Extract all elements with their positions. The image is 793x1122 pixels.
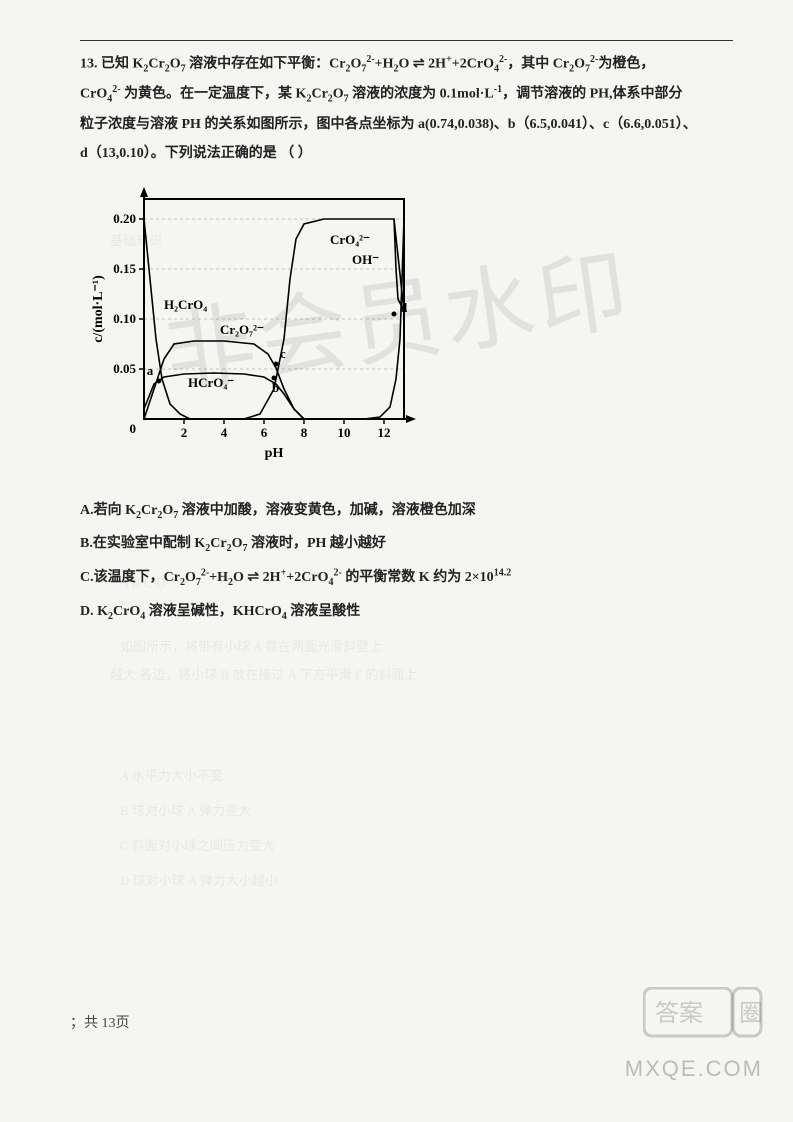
svg-text:H₂CrO₄: H₂CrO₄ xyxy=(164,297,207,312)
q-txt: +H xyxy=(375,57,394,72)
q-txt: ，其中 Cr xyxy=(507,57,569,72)
svg-text:HCrO₄⁻: HCrO₄⁻ xyxy=(188,375,234,390)
q-txt: 为橙色， xyxy=(598,57,654,72)
q-txt: 4 xyxy=(494,63,499,74)
opt-txt: 2- xyxy=(201,568,209,579)
opt-txt: O ⇌ 2H xyxy=(233,570,281,585)
svg-text:圈: 圈 xyxy=(739,1001,763,1027)
svg-text:0.10: 0.10 xyxy=(113,311,136,326)
site-text: MXQE.COM xyxy=(625,1056,763,1082)
ghost-text: A B C D xyxy=(120,575,165,591)
svg-text:a: a xyxy=(147,363,154,378)
opt-txt: O xyxy=(185,570,196,585)
q-txt: 4 xyxy=(107,94,112,105)
q-txt: 溶液的浓度为 0.1mol·L xyxy=(349,87,494,102)
ghost-text: C 斜面对小球之间压力变大 xyxy=(120,835,275,854)
svg-text:Cr₂O₇²⁻: Cr₂O₇²⁻ xyxy=(220,322,264,337)
svg-text:4: 4 xyxy=(221,425,228,440)
q-txt: Cr xyxy=(311,87,327,102)
opt-txt: Cr xyxy=(141,503,157,518)
svg-text:pH: pH xyxy=(265,446,284,461)
opt-txt: 的平衡常数 K 约为 2×10 xyxy=(342,570,494,585)
q-txt: 为黄色。在一定温度下，某 K xyxy=(121,87,307,102)
question-block: 13. 已知 K2Cr2O7 溶液中存在如下平衡：Cr2O72-+H2O ⇌ 2… xyxy=(80,49,733,169)
options-block: A.若向 K2Cr2O7 溶液中加酸，溶液变黄色，加碱，溶液橙色加深 B.在实验… xyxy=(80,494,733,629)
q-txt: 溶液中存在如下平衡：Cr xyxy=(189,57,345,72)
opt-txt: +H xyxy=(209,570,228,585)
ghost-text: 越大 各边，将小球 B 放在接过 A 下方平滑 F 的斜面上 xyxy=(110,664,417,683)
svg-text:b: b xyxy=(272,380,279,395)
option-D: D. K2CrO4 溶液呈碱性，KHCrO4 溶液呈酸性 xyxy=(80,595,733,629)
svg-text:0: 0 xyxy=(130,421,137,436)
q-txt: 2- xyxy=(112,84,120,95)
svg-text:12: 12 xyxy=(378,425,391,440)
opt-txt: 溶液呈碱性，KHCrO xyxy=(145,604,282,619)
top-rule xyxy=(80,40,733,41)
opt-txt: 溶液时，PH 越小越好 xyxy=(247,536,385,551)
q-txt: 7 xyxy=(181,63,186,74)
ghost-text: A 水平力大小不变 xyxy=(120,765,223,784)
opt-txt: 2- xyxy=(333,568,341,579)
q-txt: 2- xyxy=(366,54,374,65)
q-txt: +2CrO xyxy=(452,57,494,72)
svg-text:10: 10 xyxy=(338,425,351,440)
concentration-ph-chart: 2 4 6 8 10 12 0.05 0.10 0.15 0.20 0 pH c/(mol·L⁻¹) H₂… xyxy=(84,179,424,469)
q-txt: O ⇌ 2H xyxy=(399,57,447,72)
svg-text:CrO₄²⁻: CrO₄²⁻ xyxy=(330,232,370,247)
svg-text:8: 8 xyxy=(301,425,308,440)
opt-txt: A.若向 K xyxy=(80,503,136,518)
chart-container: 2 4 6 8 10 12 0.05 0.10 0.15 0.20 0 pH c/(mol·L⁻¹) H₂… xyxy=(84,179,733,474)
ghost-text: B 球对小球 A 弹力变大 xyxy=(120,800,251,819)
q-number: 13. xyxy=(80,57,98,72)
opt-txt: 溶液中加酸，溶液变黄色，加碱，溶液橙色加深 xyxy=(178,503,476,518)
q-txt: d（13,0.10）。下列说法正确的是 （ ） xyxy=(80,146,312,161)
svg-text:0.05: 0.05 xyxy=(113,361,136,376)
q-txt: 7 xyxy=(361,63,366,74)
opt-txt: CrO xyxy=(113,604,140,619)
ghost-text: D 球对小球 A 弹力大小越小 xyxy=(120,870,278,889)
ghost-text: 基础知识 xyxy=(110,230,162,249)
option-A: A.若向 K2Cr2O7 溶液中加酸，溶液变黄色，加碱，溶液橙色加深 xyxy=(80,494,733,528)
opt-txt: O xyxy=(162,503,173,518)
page-root: 13. 已知 K2Cr2O7 溶液中存在如下平衡：Cr2O72-+H2O ⇌ 2… xyxy=(0,0,793,629)
svg-text:2: 2 xyxy=(181,425,188,440)
q-txt: O xyxy=(574,57,585,72)
svg-text:答案: 答案 xyxy=(655,1000,703,1027)
q-txt: O xyxy=(350,57,361,72)
opt-txt: B.在实验室中配制 K xyxy=(80,536,205,551)
option-C: C.该温度下，Cr2O72-+H2O ⇌ 2H++2CrO42- 的平衡常数 K… xyxy=(80,561,733,595)
svg-text:0.20: 0.20 xyxy=(113,211,136,226)
q-txt: O xyxy=(170,57,181,72)
q-txt: 已知 K xyxy=(101,57,143,72)
opt-txt: D. K xyxy=(80,604,108,619)
q-txt: Cr xyxy=(148,57,164,72)
opt-txt: +2CrO xyxy=(286,570,328,585)
svg-text:c/(mol·L⁻¹): c/(mol·L⁻¹) xyxy=(91,275,106,343)
opt-txt: Cr xyxy=(210,536,226,551)
q-txt: CrO xyxy=(80,87,107,102)
q-txt: 7 xyxy=(585,63,590,74)
q-txt: ，调节溶液的 PH,体系中部分 xyxy=(502,87,682,102)
opt-txt: 溶液呈酸性 xyxy=(287,604,361,619)
option-B: B.在实验室中配制 K2Cr2O7 溶液时，PH 越小越好 xyxy=(80,527,733,561)
q-txt: -1 xyxy=(494,84,502,95)
opt-txt: O xyxy=(232,536,243,551)
ghost-text: 如图所示，将带有小球 A 靠在两面光滑斜壁上 xyxy=(120,636,382,655)
answer-logo: 答案 圈 xyxy=(643,987,763,1052)
q-txt: 粒子浓度与溶液 PH 的关系如图所示，图中各点坐标为 a(0.74,0.038)… xyxy=(80,117,697,132)
svg-text:c: c xyxy=(280,346,286,361)
page-footer: ；共 13页 xyxy=(70,1012,130,1032)
svg-text:OH⁻: OH⁻ xyxy=(352,252,379,267)
svg-text:0.15: 0.15 xyxy=(113,261,136,276)
svg-text:6: 6 xyxy=(261,425,268,440)
opt-txt: 14.2 xyxy=(494,568,512,579)
svg-text:d: d xyxy=(400,300,408,315)
q-txt: O xyxy=(333,87,344,102)
